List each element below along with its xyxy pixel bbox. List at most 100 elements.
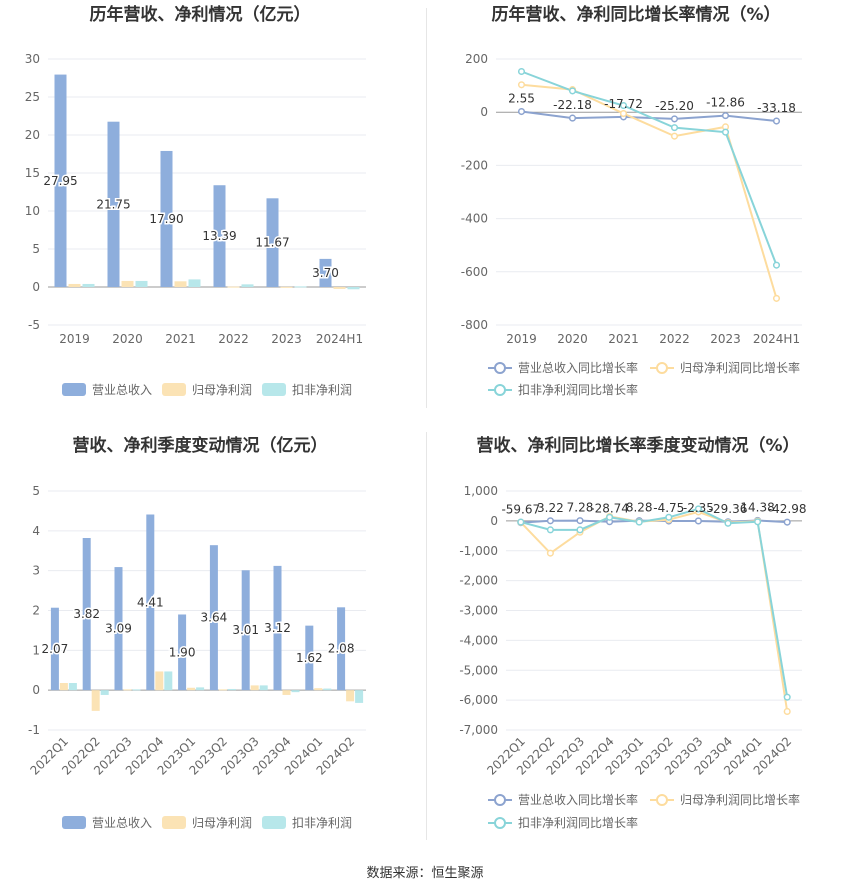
bar	[132, 689, 141, 691]
x-tick-label: 2019	[506, 332, 537, 346]
y-tick-label: 1	[32, 643, 40, 657]
bar	[114, 567, 123, 691]
legend-label: 扣非净利润	[292, 816, 352, 830]
y-tick-label: 5	[32, 484, 40, 498]
data-point	[670, 132, 679, 140]
legend-label: 归母净利润	[192, 383, 252, 397]
data-point	[568, 87, 577, 95]
bar	[107, 121, 120, 287]
legend-label: 营业总收入同比增长率	[518, 792, 638, 807]
y-tick-label: -600	[461, 265, 488, 279]
bar	[213, 185, 226, 287]
data-label: 21.75	[96, 197, 130, 211]
series-line	[520, 507, 789, 698]
bar	[280, 286, 293, 288]
data-point	[694, 517, 702, 525]
data-point	[724, 519, 732, 527]
legend-label: 归母净利润同比增长率	[680, 360, 800, 375]
data-label: 3.12	[264, 621, 291, 635]
data-point	[721, 112, 730, 120]
data-point	[694, 505, 702, 513]
legend-label: 扣非净利润同比增长率	[518, 382, 638, 397]
data-point	[670, 124, 679, 132]
legend-swatch	[262, 383, 286, 396]
chart-title: 历年营收、净利同比增长率情况（%）	[491, 4, 780, 25]
bar	[68, 682, 77, 691]
x-tick-label: 2023	[271, 332, 302, 346]
bar	[323, 688, 332, 691]
y-tick-label: -200	[461, 158, 488, 172]
quarterly-growth-chart: 营收、净利同比增长率季度变动情况（%） -7,000 -6,000 -5,000 -4,…	[459, 435, 806, 830]
legend-swatch	[262, 816, 286, 829]
data-point	[546, 549, 554, 557]
legend-swatch	[162, 816, 186, 829]
legend-label: 扣非净利润	[292, 383, 352, 397]
data-label: 3.64	[201, 611, 228, 625]
bar	[347, 287, 360, 290]
legend-label: 营业总收入同比增长率	[518, 360, 638, 375]
legend-swatch-marker	[494, 794, 506, 806]
data-point	[783, 518, 791, 526]
y-tick-label: -1,000	[459, 544, 498, 558]
bar	[250, 685, 259, 691]
bar	[266, 198, 279, 287]
data-label: -2.35	[683, 501, 714, 515]
data-label: -33.18	[757, 101, 796, 115]
bar	[146, 514, 155, 691]
y-tick-label: 3	[32, 564, 40, 578]
bar	[54, 74, 67, 287]
data-label: -17.72	[604, 97, 643, 111]
bar	[82, 283, 95, 287]
bar	[314, 688, 323, 691]
bar	[160, 150, 173, 287]
y-tick-label: 1,000	[464, 484, 498, 498]
y-tick-label: 10	[25, 204, 40, 218]
bar	[188, 279, 201, 287]
data-point	[517, 107, 526, 116]
bar	[50, 607, 59, 691]
data-label: 3.09	[105, 622, 132, 636]
data-label: 4.41	[137, 595, 164, 609]
y-tick-label: 4	[32, 524, 40, 538]
y-tick-label: 200	[465, 52, 488, 66]
annual-growth-panel: 历年营收、净利同比增长率情况（%） -800 -600 -400 -200 0 200 201…	[426, 0, 850, 420]
legend-swatch	[162, 383, 186, 396]
bar	[355, 690, 364, 703]
data-label: 14.38	[740, 500, 774, 514]
legend-swatch-marker	[494, 362, 506, 374]
bar	[121, 280, 134, 287]
annual-revenue-profit-panel: 历年营收、净利情况（亿元） -5 0 5 10 15 20 25 30 2019 2020 2021 2…	[0, 0, 426, 420]
y-tick-label: -4,000	[459, 633, 498, 647]
annual-revenue-profit-chart: 历年营收、净利情况（亿元） -5 0 5 10 15 20 25 30 2019 2020 2021 2…	[25, 4, 366, 397]
legend-swatch-marker	[494, 817, 506, 829]
data-point	[619, 102, 628, 110]
bar	[164, 671, 173, 691]
x-tick-label: 2022	[218, 332, 249, 346]
bar	[241, 570, 250, 691]
x-tick-label: 2024H1	[753, 332, 800, 346]
data-point	[772, 261, 781, 269]
data-point	[772, 294, 781, 302]
quarterly-revenue-profit-panel: 营收、净利季度变动情况（亿元） -1 0 1 2 3 4 5 2022Q1 2022Q2 2022Q…	[0, 425, 426, 850]
data-point	[568, 114, 577, 122]
y-tick-label: 5	[32, 242, 40, 256]
bar	[59, 682, 68, 691]
y-tick-label: -6,000	[459, 693, 498, 707]
series-line	[521, 110, 777, 123]
data-point	[670, 115, 679, 123]
legend-label: 归母净利润同比增长率	[680, 792, 800, 807]
bar	[273, 565, 282, 691]
data-label: 1.62	[296, 651, 323, 665]
y-tick-label: 0	[480, 105, 488, 119]
y-tick-label: -2,000	[459, 574, 498, 588]
x-tick-label: 2021	[165, 332, 196, 346]
divider-top	[426, 8, 427, 408]
x-tick-label: 2020	[112, 332, 143, 346]
bar	[346, 690, 355, 702]
x-tick-label: 2020	[557, 332, 588, 346]
data-label: 13.39	[202, 229, 236, 243]
data-label: -25.20	[655, 99, 694, 113]
bar	[319, 258, 332, 287]
x-tick-label: 2024H1	[316, 332, 363, 346]
y-tick-label: -5	[28, 318, 40, 332]
